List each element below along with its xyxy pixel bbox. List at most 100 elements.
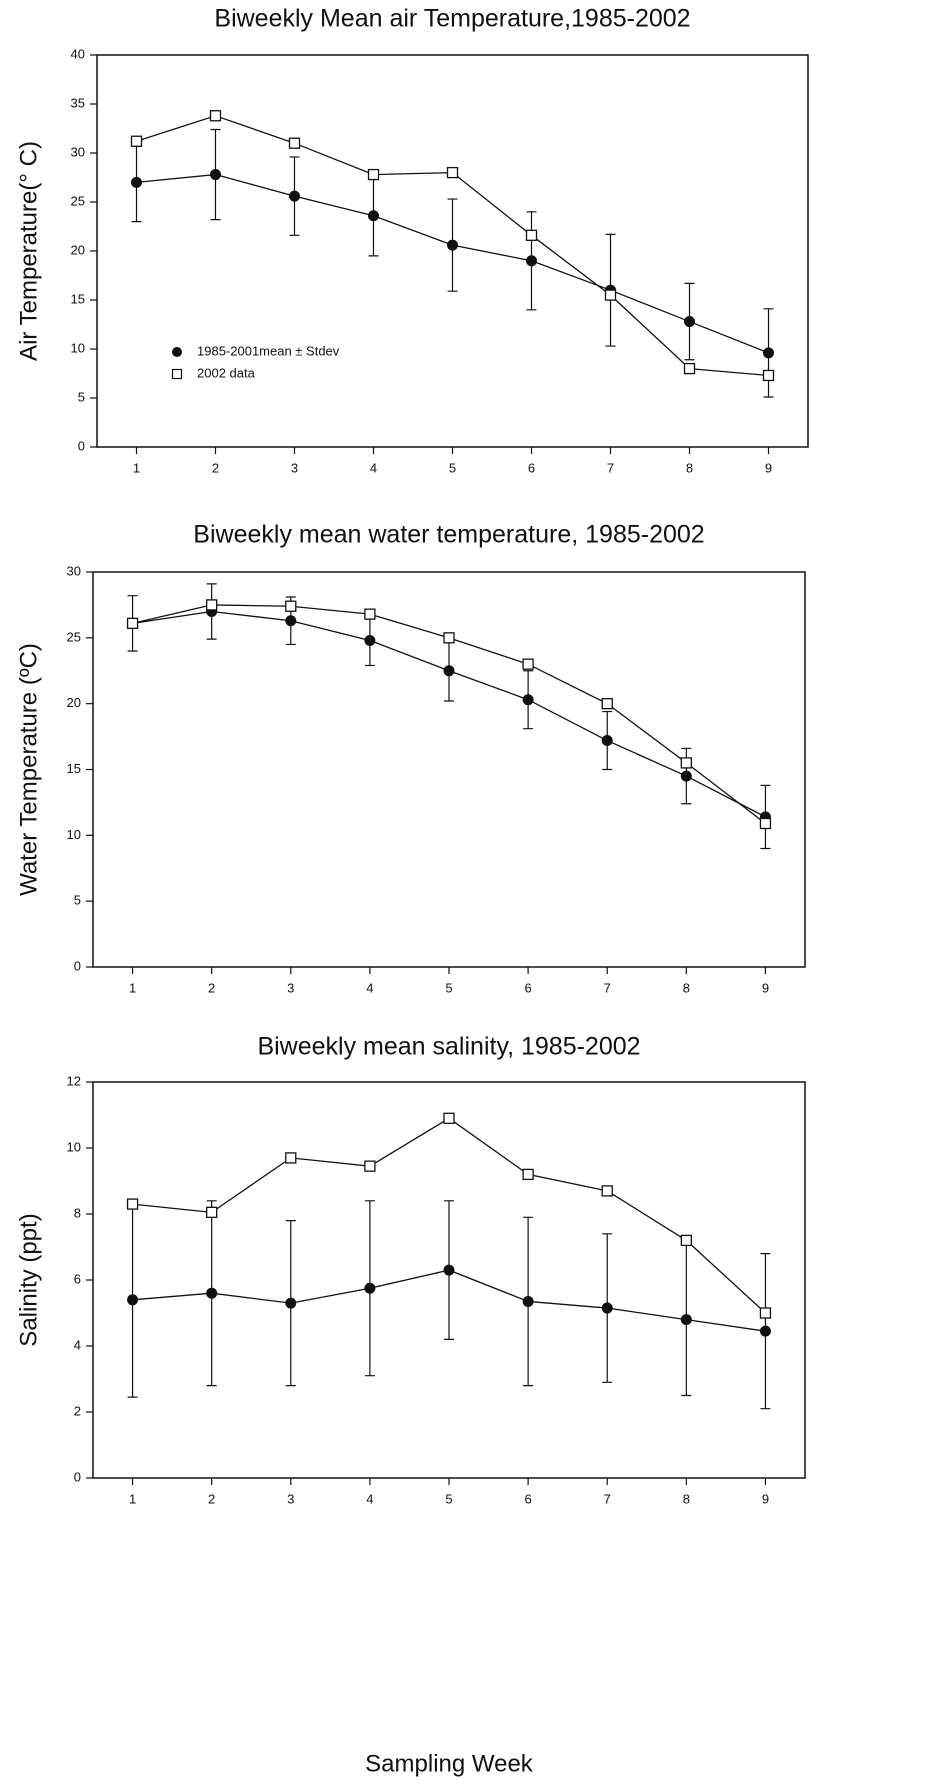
x-tick-label: 9 [765,460,772,475]
y-tick-label: 30 [67,563,81,578]
y-tick-label: 35 [71,95,85,110]
y-tick-label: 5 [74,893,81,908]
point [127,1294,139,1306]
x-tick-label: 7 [604,980,611,995]
chart-title: Biweekly mean water temperature, 1985-20… [193,521,704,549]
point [130,135,143,147]
point [364,634,376,646]
x-tick-label: 9 [762,1491,769,1506]
y-tick-label: 15 [67,761,81,776]
y-tick-label: 10 [67,1139,81,1154]
point [680,1314,692,1326]
y-tick-label: 2 [74,1403,81,1418]
y-tick-label: 5 [78,389,85,404]
point [443,632,455,644]
x-tick-label: 7 [607,460,614,475]
point [522,694,534,706]
point [288,137,301,149]
point [126,617,139,629]
x-tick-label: 1 [129,980,136,995]
y-tick-label: 10 [67,827,81,842]
x-tick-label: 3 [287,980,294,995]
legend-marker [172,347,182,357]
legend-label: 1985-2001mean ± Stdev [197,343,340,358]
point [131,176,142,188]
x-tick-label: 6 [524,1491,531,1506]
x-tick-label: 6 [524,980,531,995]
x-tick-label: 5 [445,1491,452,1506]
point [759,1325,771,1337]
x-tick-label: 2 [208,1491,215,1506]
point [604,289,617,301]
legend-label: 2002 data [197,365,256,380]
y-tick-label: 6 [74,1271,81,1286]
y-tick-label: 25 [71,193,85,208]
point [285,615,297,627]
point [763,347,774,359]
x-tick-label: 9 [762,980,769,995]
point [364,1282,376,1294]
point [206,599,218,611]
point [285,600,297,612]
point [126,1198,139,1210]
y-tick-label: 10 [71,340,85,355]
point [285,1152,297,1164]
x-axis-label: Sampling Week [365,1750,534,1777]
x-tick-label: 1 [129,1491,136,1506]
point [526,255,537,267]
x-tick-label: 1 [133,460,140,475]
y-axis-label: Salinity (ppt) [15,1213,42,1346]
y-tick-label: 25 [67,629,81,644]
plot-frame [92,571,806,968]
x-tick-label: 4 [366,980,373,995]
point [443,1264,455,1276]
point [289,190,300,202]
y-tick-label: 40 [71,46,85,61]
point [209,110,222,122]
x-tick-label: 6 [528,460,535,475]
y-tick-label: 20 [71,242,85,257]
point [447,239,458,251]
x-tick-label: 4 [366,1491,373,1506]
point [443,665,455,677]
x-tick-label: 2 [212,460,219,475]
point [285,1297,297,1309]
point [446,166,459,179]
point [759,817,772,830]
x-tick-label: 3 [287,1491,294,1506]
x-tick-label: 8 [686,460,693,475]
point [364,1160,376,1172]
y-tick-label: 15 [71,291,85,306]
point [680,1234,692,1247]
y-tick-label: 12 [67,1073,81,1088]
point [364,608,376,620]
y-tick-label: 4 [74,1337,81,1352]
x-tick-label: 5 [449,460,456,475]
point [601,735,613,747]
y-tick-label: 30 [71,144,85,159]
point [525,229,538,241]
y-tick-label: 0 [74,958,81,973]
point [206,1287,218,1299]
x-tick-label: 8 [683,1491,690,1506]
point [367,168,380,181]
y-axis-label: Air Temperature(° C) [15,141,42,361]
point [601,1302,613,1314]
point [762,369,775,382]
point [443,1112,455,1124]
point [680,757,692,769]
point [680,770,692,782]
point [601,698,613,710]
point [683,362,696,375]
point [759,1307,772,1319]
x-tick-label: 2 [208,980,215,995]
y-tick-label: 20 [67,695,81,710]
chart-title: Biweekly Mean air Temperature,1985-2002 [214,5,690,33]
chart-title: Biweekly mean salinity, 1985-2002 [257,1033,640,1061]
point [206,1206,218,1218]
x-tick-label: 7 [604,1491,611,1506]
y-tick-label: 0 [74,1469,81,1484]
y-tick-label: 0 [78,438,85,453]
y-axis-label: Water Temperature (ºC) [15,643,42,896]
point [684,316,695,328]
